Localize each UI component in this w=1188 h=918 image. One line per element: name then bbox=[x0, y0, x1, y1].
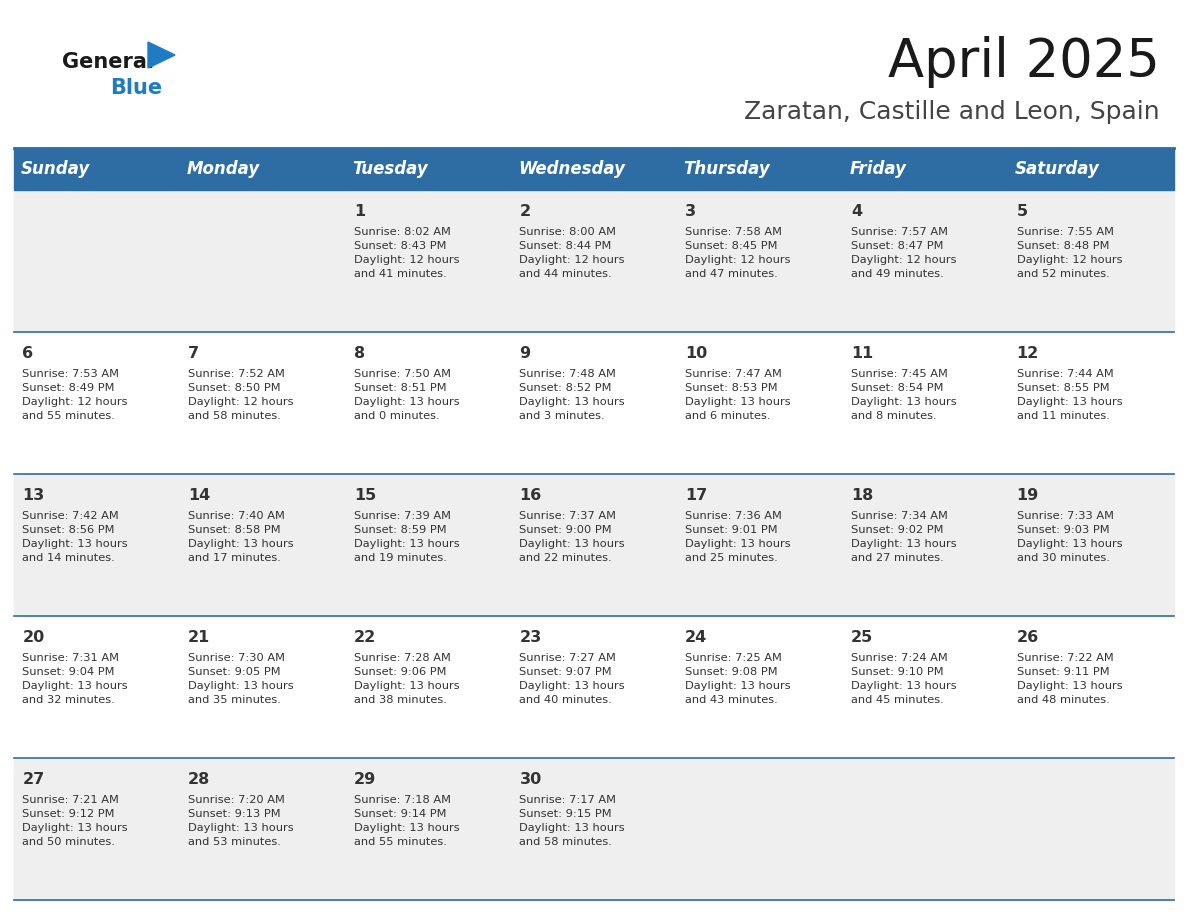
Text: 16: 16 bbox=[519, 488, 542, 503]
Text: 1: 1 bbox=[354, 204, 365, 219]
Text: 14: 14 bbox=[188, 488, 210, 503]
Text: Thursday: Thursday bbox=[683, 160, 770, 178]
Text: Sunrise: 7:31 AM
Sunset: 9:04 PM
Daylight: 13 hours
and 32 minutes.: Sunrise: 7:31 AM Sunset: 9:04 PM Dayligh… bbox=[23, 653, 128, 705]
Text: 25: 25 bbox=[851, 630, 873, 645]
Polygon shape bbox=[148, 42, 175, 68]
Text: Sunrise: 7:18 AM
Sunset: 9:14 PM
Daylight: 13 hours
and 55 minutes.: Sunrise: 7:18 AM Sunset: 9:14 PM Dayligh… bbox=[354, 795, 460, 847]
Text: Sunrise: 7:27 AM
Sunset: 9:07 PM
Daylight: 13 hours
and 40 minutes.: Sunrise: 7:27 AM Sunset: 9:07 PM Dayligh… bbox=[519, 653, 625, 705]
Text: Sunrise: 7:24 AM
Sunset: 9:10 PM
Daylight: 13 hours
and 45 minutes.: Sunrise: 7:24 AM Sunset: 9:10 PM Dayligh… bbox=[851, 653, 956, 705]
Text: 28: 28 bbox=[188, 772, 210, 788]
Text: Sunrise: 7:58 AM
Sunset: 8:45 PM
Daylight: 12 hours
and 47 minutes.: Sunrise: 7:58 AM Sunset: 8:45 PM Dayligh… bbox=[685, 227, 791, 279]
Bar bbox=[14, 332, 1174, 474]
Text: Zaratan, Castille and Leon, Spain: Zaratan, Castille and Leon, Spain bbox=[745, 100, 1159, 124]
Bar bbox=[14, 758, 1174, 900]
Text: Blue: Blue bbox=[110, 78, 162, 98]
Text: Sunrise: 7:47 AM
Sunset: 8:53 PM
Daylight: 13 hours
and 6 minutes.: Sunrise: 7:47 AM Sunset: 8:53 PM Dayligh… bbox=[685, 369, 791, 421]
Text: Sunrise: 7:55 AM
Sunset: 8:48 PM
Daylight: 12 hours
and 52 minutes.: Sunrise: 7:55 AM Sunset: 8:48 PM Dayligh… bbox=[1017, 227, 1123, 279]
Text: 12: 12 bbox=[1017, 346, 1038, 361]
Text: 27: 27 bbox=[23, 772, 44, 788]
Text: Sunrise: 7:57 AM
Sunset: 8:47 PM
Daylight: 12 hours
and 49 minutes.: Sunrise: 7:57 AM Sunset: 8:47 PM Dayligh… bbox=[851, 227, 956, 279]
Text: 30: 30 bbox=[519, 772, 542, 788]
Text: 2: 2 bbox=[519, 204, 531, 219]
Text: Friday: Friday bbox=[849, 160, 906, 178]
Text: Sunrise: 8:00 AM
Sunset: 8:44 PM
Daylight: 12 hours
and 44 minutes.: Sunrise: 8:00 AM Sunset: 8:44 PM Dayligh… bbox=[519, 227, 625, 279]
Text: 17: 17 bbox=[685, 488, 707, 503]
Text: Monday: Monday bbox=[187, 160, 260, 178]
Text: 23: 23 bbox=[519, 630, 542, 645]
Bar bbox=[14, 474, 1174, 616]
Text: 24: 24 bbox=[685, 630, 707, 645]
Text: Sunrise: 7:28 AM
Sunset: 9:06 PM
Daylight: 13 hours
and 38 minutes.: Sunrise: 7:28 AM Sunset: 9:06 PM Dayligh… bbox=[354, 653, 460, 705]
Text: 10: 10 bbox=[685, 346, 707, 361]
Text: 6: 6 bbox=[23, 346, 33, 361]
Text: Sunrise: 7:42 AM
Sunset: 8:56 PM
Daylight: 13 hours
and 14 minutes.: Sunrise: 7:42 AM Sunset: 8:56 PM Dayligh… bbox=[23, 511, 128, 563]
Text: Sunrise: 7:40 AM
Sunset: 8:58 PM
Daylight: 13 hours
and 17 minutes.: Sunrise: 7:40 AM Sunset: 8:58 PM Dayligh… bbox=[188, 511, 293, 563]
Text: Sunrise: 7:33 AM
Sunset: 9:03 PM
Daylight: 13 hours
and 30 minutes.: Sunrise: 7:33 AM Sunset: 9:03 PM Dayligh… bbox=[1017, 511, 1123, 563]
Text: Sunrise: 7:20 AM
Sunset: 9:13 PM
Daylight: 13 hours
and 53 minutes.: Sunrise: 7:20 AM Sunset: 9:13 PM Dayligh… bbox=[188, 795, 293, 847]
Text: Wednesday: Wednesday bbox=[518, 160, 625, 178]
Text: Sunrise: 7:37 AM
Sunset: 9:00 PM
Daylight: 13 hours
and 22 minutes.: Sunrise: 7:37 AM Sunset: 9:00 PM Dayligh… bbox=[519, 511, 625, 563]
Text: 18: 18 bbox=[851, 488, 873, 503]
Text: Sunrise: 7:44 AM
Sunset: 8:55 PM
Daylight: 13 hours
and 11 minutes.: Sunrise: 7:44 AM Sunset: 8:55 PM Dayligh… bbox=[1017, 369, 1123, 421]
Text: Sunrise: 7:45 AM
Sunset: 8:54 PM
Daylight: 13 hours
and 8 minutes.: Sunrise: 7:45 AM Sunset: 8:54 PM Dayligh… bbox=[851, 369, 956, 421]
Text: 20: 20 bbox=[23, 630, 44, 645]
Text: 11: 11 bbox=[851, 346, 873, 361]
Text: Sunrise: 7:21 AM
Sunset: 9:12 PM
Daylight: 13 hours
and 50 minutes.: Sunrise: 7:21 AM Sunset: 9:12 PM Dayligh… bbox=[23, 795, 128, 847]
Text: 7: 7 bbox=[188, 346, 200, 361]
Text: 21: 21 bbox=[188, 630, 210, 645]
Text: 13: 13 bbox=[23, 488, 44, 503]
Text: Sunday: Sunday bbox=[20, 160, 90, 178]
Text: 19: 19 bbox=[1017, 488, 1038, 503]
Text: Sunrise: 7:53 AM
Sunset: 8:49 PM
Daylight: 12 hours
and 55 minutes.: Sunrise: 7:53 AM Sunset: 8:49 PM Dayligh… bbox=[23, 369, 128, 421]
Text: Sunrise: 7:50 AM
Sunset: 8:51 PM
Daylight: 13 hours
and 0 minutes.: Sunrise: 7:50 AM Sunset: 8:51 PM Dayligh… bbox=[354, 369, 460, 421]
Text: Sunrise: 8:02 AM
Sunset: 8:43 PM
Daylight: 12 hours
and 41 minutes.: Sunrise: 8:02 AM Sunset: 8:43 PM Dayligh… bbox=[354, 227, 460, 279]
Text: 3: 3 bbox=[685, 204, 696, 219]
Text: Sunrise: 7:34 AM
Sunset: 9:02 PM
Daylight: 13 hours
and 27 minutes.: Sunrise: 7:34 AM Sunset: 9:02 PM Dayligh… bbox=[851, 511, 956, 563]
Text: General: General bbox=[62, 52, 154, 72]
Text: Sunrise: 7:39 AM
Sunset: 8:59 PM
Daylight: 13 hours
and 19 minutes.: Sunrise: 7:39 AM Sunset: 8:59 PM Dayligh… bbox=[354, 511, 460, 563]
Text: 26: 26 bbox=[1017, 630, 1038, 645]
Text: April 2025: April 2025 bbox=[889, 36, 1159, 88]
Text: Sunrise: 7:48 AM
Sunset: 8:52 PM
Daylight: 13 hours
and 3 minutes.: Sunrise: 7:48 AM Sunset: 8:52 PM Dayligh… bbox=[519, 369, 625, 421]
Text: Saturday: Saturday bbox=[1015, 160, 1100, 178]
Text: 8: 8 bbox=[354, 346, 365, 361]
Text: Sunrise: 7:22 AM
Sunset: 9:11 PM
Daylight: 13 hours
and 48 minutes.: Sunrise: 7:22 AM Sunset: 9:11 PM Dayligh… bbox=[1017, 653, 1123, 705]
Text: Sunrise: 7:25 AM
Sunset: 9:08 PM
Daylight: 13 hours
and 43 minutes.: Sunrise: 7:25 AM Sunset: 9:08 PM Dayligh… bbox=[685, 653, 791, 705]
Text: 15: 15 bbox=[354, 488, 375, 503]
Text: 9: 9 bbox=[519, 346, 531, 361]
Text: Tuesday: Tuesday bbox=[352, 160, 428, 178]
Text: 22: 22 bbox=[354, 630, 375, 645]
Bar bbox=[14, 190, 1174, 332]
Text: Sunrise: 7:36 AM
Sunset: 9:01 PM
Daylight: 13 hours
and 25 minutes.: Sunrise: 7:36 AM Sunset: 9:01 PM Dayligh… bbox=[685, 511, 791, 563]
Text: 4: 4 bbox=[851, 204, 862, 219]
Text: Sunrise: 7:17 AM
Sunset: 9:15 PM
Daylight: 13 hours
and 58 minutes.: Sunrise: 7:17 AM Sunset: 9:15 PM Dayligh… bbox=[519, 795, 625, 847]
Bar bbox=[14, 616, 1174, 758]
Text: 29: 29 bbox=[354, 772, 375, 788]
Bar bbox=[14, 148, 1174, 190]
Text: Sunrise: 7:52 AM
Sunset: 8:50 PM
Daylight: 12 hours
and 58 minutes.: Sunrise: 7:52 AM Sunset: 8:50 PM Dayligh… bbox=[188, 369, 293, 421]
Text: Sunrise: 7:30 AM
Sunset: 9:05 PM
Daylight: 13 hours
and 35 minutes.: Sunrise: 7:30 AM Sunset: 9:05 PM Dayligh… bbox=[188, 653, 293, 705]
Text: 5: 5 bbox=[1017, 204, 1028, 219]
